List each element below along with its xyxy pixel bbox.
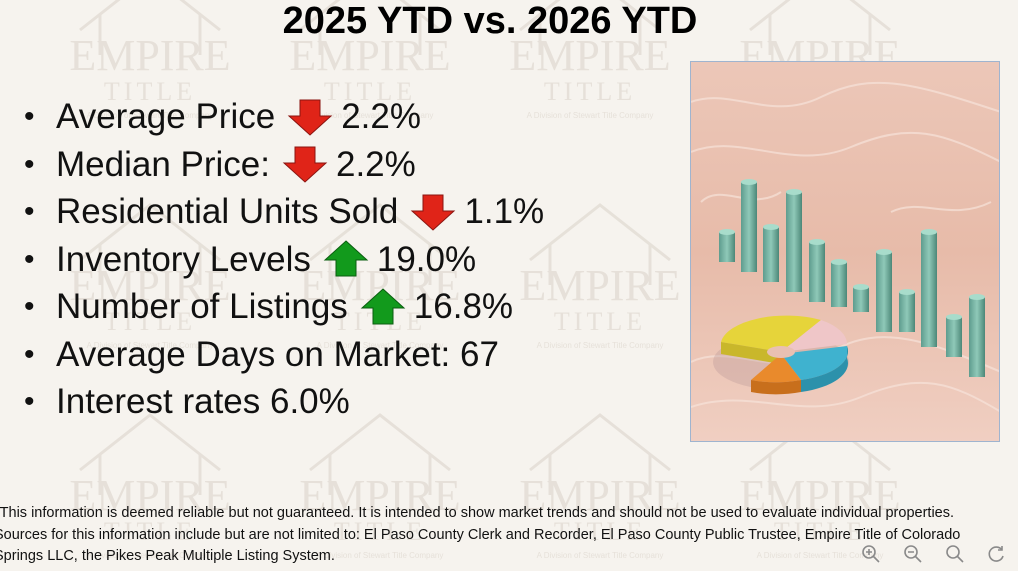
rotate-button[interactable] (983, 540, 1011, 568)
svg-text:EMPIRE: EMPIRE (519, 471, 680, 520)
bullet-label: Average Days on Market: 67 (56, 334, 499, 374)
zoom-out-icon (904, 545, 922, 563)
svg-text:A Division of Stewart Title Co: A Division of Stewart Title Company (527, 111, 654, 120)
svg-text:A Division of Stewart Title Co: A Division of Stewart Title Company (317, 341, 444, 350)
zoom-out-button[interactable] (899, 540, 927, 568)
svg-text:TITLE: TITLE (544, 77, 636, 106)
bullet-value: 1.1% (464, 192, 545, 231)
bullet-dot: • (24, 100, 35, 133)
bullet-dot: • (24, 147, 35, 181)
bullet-label: Residential Units Sold (56, 192, 399, 231)
svg-text:TITLE: TITLE (104, 517, 196, 546)
down-arrow-icon (282, 145, 328, 183)
bullet-inventory-levels: • Inventory Levels 19.0% (24, 236, 544, 284)
svg-text:A Division of Stewart Title Co: A Division of Stewart Title Company (537, 341, 664, 350)
footnote-line: *This information is deemed reliable but… (0, 505, 955, 521)
bullet-number-of-listings: • Number of Listings 16.8% (24, 283, 544, 331)
svg-text:A Division of Stewart Title Co: A Division of Stewart Title Company (537, 551, 664, 560)
bullet-value: 2.2% (335, 144, 416, 184)
svg-text:TITLE: TITLE (774, 517, 866, 546)
svg-text:A Division of Stewart Title Co: A Division of Stewart Title Company (757, 551, 884, 560)
search-icon (946, 545, 964, 563)
svg-text:A Division of Stewart Title Co: A Division of Stewart Title Company (307, 111, 434, 120)
footnote-line: Springs LLC, the Pikes Peak Multiple Lis… (0, 548, 335, 564)
bullet-list: • Average Price 2.2% • Median Price: 2.2… (24, 93, 544, 426)
footnote-line: Sources for this information include but… (0, 526, 961, 543)
zoom-in-icon (862, 545, 880, 563)
svg-text:A Division of Stewart Title Co: A Division of Stewart Title Company (87, 341, 214, 350)
search-button[interactable] (941, 540, 969, 568)
bullet-label: Interest rates 6.0% (56, 382, 350, 421)
bullet-residential-units-sold: • Residential Units Sold 1.1% (24, 188, 544, 236)
svg-text:A Division of Stewart Title Co: A Division of Stewart Title Company (87, 111, 214, 120)
bullet-interest-rates: • Interest rates 6.0% (24, 378, 544, 426)
svg-text:A Division of Stewart Title Co: A Division of Stewart Title Company (87, 551, 214, 560)
svg-text:EMPIRE: EMPIRE (69, 261, 230, 310)
rotate-icon (988, 546, 1004, 562)
down-arrow-icon (287, 98, 333, 136)
bullet-dot: • (24, 337, 35, 371)
bullet-label: Average Price (56, 97, 276, 136)
chart-illustration-image (690, 61, 1000, 442)
bullet-value: 16.8% (413, 287, 514, 326)
svg-text:TITLE: TITLE (104, 307, 196, 336)
zoom-in-button[interactable] (857, 540, 885, 568)
svg-text:EMPIRE: EMPIRE (509, 31, 670, 80)
bullet-value: 2.2% (341, 97, 421, 136)
bullet-average-price: • Average Price 2.2% (24, 93, 544, 141)
viewer-zoom-toolbar (850, 537, 1018, 571)
bullet-label: Number of Listings (56, 287, 348, 326)
slide-title: 2025 YTD vs. 2026 YTD (282, 0, 698, 42)
svg-text:EMPIRE: EMPIRE (289, 31, 450, 80)
svg-text:TITLE: TITLE (104, 77, 196, 106)
svg-text:TITLE: TITLE (324, 77, 416, 106)
svg-text:EMPIRE: EMPIRE (69, 31, 230, 80)
svg-text:EMPIRE: EMPIRE (519, 261, 680, 310)
bullet-label: Inventory Levels (56, 239, 311, 279)
bullet-median-price: • Median Price: 2.2% (24, 141, 544, 189)
svg-text:EMPIRE: EMPIRE (69, 471, 230, 520)
disclaimer-footnote: *This information is deemed reliable but… (0, 503, 1018, 567)
bullet-label: Median Price: (56, 144, 270, 184)
svg-text:TITLE: TITLE (554, 307, 646, 336)
svg-text:EMPIRE: EMPIRE (299, 471, 460, 520)
bullet-dot: • (24, 242, 35, 276)
up-arrow-icon (323, 240, 369, 278)
up-arrow-icon (360, 288, 406, 326)
svg-text:EMPIRE: EMPIRE (739, 471, 900, 520)
svg-text:TITLE: TITLE (554, 517, 646, 546)
svg-text:A Division of Stewart Title Co: A Division of Stewart Title Company (317, 551, 444, 560)
bullet-dot: • (24, 385, 35, 418)
bullet-dot: • (24, 195, 35, 228)
bullet-average-days-on-market: • Average Days on Market: 67 (24, 331, 544, 379)
svg-text:TITLE: TITLE (334, 517, 426, 546)
down-arrow-icon (410, 193, 456, 231)
bullet-value: 19.0% (376, 239, 477, 279)
bullet-dot: • (24, 290, 35, 323)
